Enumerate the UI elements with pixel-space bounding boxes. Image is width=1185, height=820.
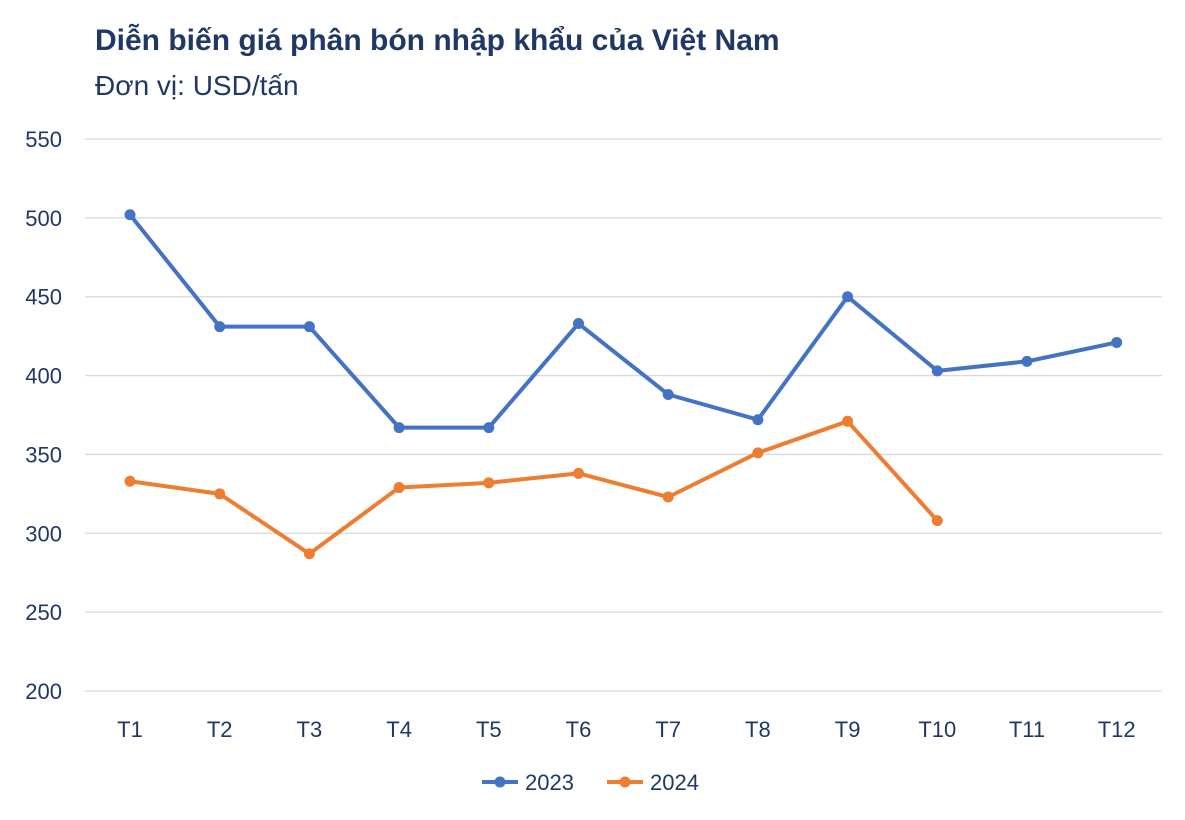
- y-tick-label: 350: [25, 442, 62, 467]
- x-tick-label: T11: [1009, 717, 1045, 742]
- data-point-2024-T6: [573, 467, 584, 479]
- data-point-2024-T1: [124, 475, 136, 487]
- legend-label-2024: 2024: [650, 770, 699, 795]
- legend-marker-2023: [494, 776, 506, 788]
- y-tick-label: 500: [25, 206, 62, 231]
- series-line-2024: [128, 419, 940, 556]
- chart-title: Diễn biến giá phân bón nhập khẩu của Việ…: [95, 24, 780, 57]
- data-point-2023-T1: [124, 209, 136, 221]
- x-tick-label: T6: [566, 717, 592, 742]
- data-point-2023-T3: [303, 321, 315, 333]
- data-point-2024-T4: [393, 482, 405, 494]
- y-tick-label: 550: [25, 127, 62, 152]
- y-tick-label: 450: [25, 285, 62, 310]
- data-point-2023-T9: [842, 291, 854, 303]
- data-point-2024-T5: [483, 477, 495, 489]
- x-tick-label: T2: [207, 717, 233, 742]
- data-point-2023-T4: [393, 422, 405, 434]
- data-point-2023-T12: [1111, 336, 1123, 348]
- data-point-2023-T6: [573, 318, 584, 330]
- x-tick-label: T8: [745, 717, 771, 742]
- data-point-2023-T7: [662, 388, 674, 400]
- data-point-2024-T9: [842, 415, 854, 427]
- chart-subtitle: Đơn vị: USD/tấn: [95, 70, 299, 101]
- data-point-2023-T10: [931, 365, 943, 377]
- x-tick-label: T9: [835, 717, 861, 742]
- x-tick-label: T7: [655, 717, 681, 742]
- x-tick-label: T10: [918, 717, 956, 742]
- x-tick-label: T5: [476, 717, 502, 742]
- legend-label-2023: 2023: [525, 770, 574, 795]
- y-tick-label: 400: [25, 364, 62, 389]
- legend-marker-2024: [619, 776, 631, 788]
- data-point-2024-T2: [214, 488, 226, 500]
- x-tick-label: T4: [386, 717, 412, 742]
- x-tick-label: T12: [1098, 717, 1136, 742]
- x-tick-label: T1: [117, 717, 143, 742]
- data-point-2024-T3: [303, 548, 315, 560]
- data-point-2023-T8: [752, 414, 764, 426]
- data-point-2023-T5: [483, 422, 495, 434]
- y-tick-label: 200: [25, 679, 62, 704]
- data-point-2024-T7: [662, 491, 674, 503]
- data-point-2023-T11: [1021, 355, 1033, 367]
- y-tick-label: 300: [25, 521, 62, 546]
- data-point-2024-T10: [931, 515, 943, 527]
- data-point-2023-T2: [214, 321, 226, 333]
- y-tick-label: 250: [25, 600, 62, 625]
- data-point-2024-T8: [752, 447, 764, 459]
- series-line-2023: [128, 212, 1119, 430]
- x-tick-label: T3: [297, 717, 323, 742]
